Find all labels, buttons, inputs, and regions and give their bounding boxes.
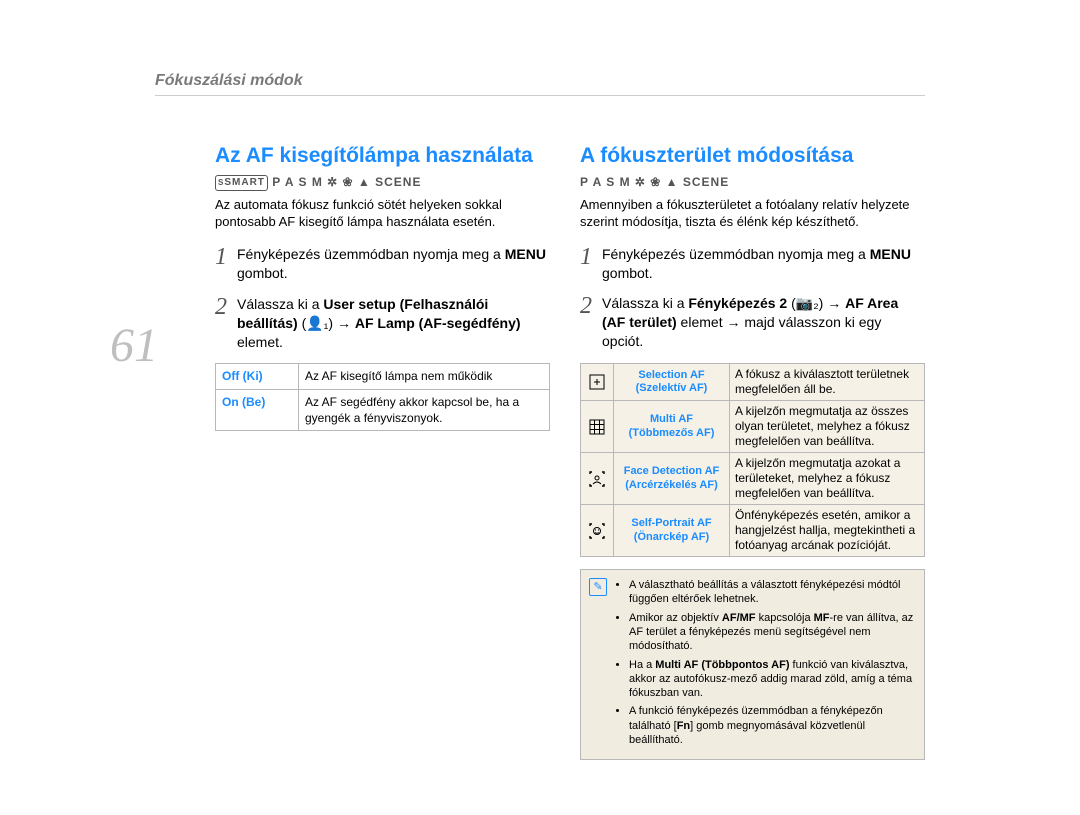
- note-item: A funkció fényképezés üzemmódban a fényk…: [629, 704, 914, 747]
- note-item: Amikor az objektív AF/MF kapcsolója MF-r…: [629, 611, 914, 654]
- step-text: Válassza ki a User setup (Felhasználói b…: [237, 295, 550, 352]
- step-number: 1: [580, 245, 602, 283]
- left-step-2: 2 Válassza ki a User setup (Felhasználói…: [215, 295, 550, 352]
- t: (Szelektív AF): [636, 382, 708, 394]
- t: (📷₂) →: [787, 295, 845, 311]
- step-number: 2: [215, 295, 237, 352]
- af-name: Self-Portrait AF (Önarckép AF): [614, 505, 730, 557]
- left-intro: Az automata fókusz funkció sötét helyeke…: [215, 196, 550, 231]
- note-item: Ha a Multi AF (Többpontos AF) funkció va…: [629, 658, 914, 701]
- note-item: A választható beállítás a választott fén…: [629, 578, 914, 607]
- t: Válassza ki a: [602, 295, 688, 311]
- note-box: ✎ A választható beállítás a választott f…: [580, 569, 925, 760]
- page-number: 61: [110, 314, 158, 379]
- opt-val: Az AF segédfény akkor kapcsol be, ha a g…: [299, 389, 550, 430]
- face-af-icon: [581, 453, 614, 505]
- opt-key: On (Be): [216, 389, 299, 430]
- t: gombot.: [602, 265, 653, 281]
- t: (Arcérzékelés AF): [625, 479, 718, 491]
- step-number: 1: [215, 245, 237, 283]
- t: (Önarckép AF): [634, 531, 709, 543]
- table-row: Self-Portrait AF (Önarckép AF) Önfénykép…: [581, 505, 925, 557]
- t: MENU: [870, 246, 911, 262]
- step-text: Válassza ki a Fényképezés 2 (📷₂) → AF Ar…: [602, 294, 925, 351]
- header-rule: [155, 95, 925, 96]
- left-option-table: Off (Ki) Az AF kisegítő lámpa nem működi…: [215, 363, 550, 431]
- right-step-1: 1 Fényképezés üzemmódban nyomja meg a ME…: [580, 245, 925, 283]
- table-row: Face Detection AF (Arcérzékelés AF) A ki…: [581, 453, 925, 505]
- t: elemet.: [237, 334, 283, 350]
- t: Fényképezés üzemmódban nyomja meg a: [602, 246, 870, 262]
- t: Válassza ki a: [237, 296, 323, 312]
- table-row: Selection AF (Szelektív AF) A fókusz a k…: [581, 364, 925, 401]
- t: Face Detection AF: [624, 465, 720, 477]
- t: MENU: [505, 246, 546, 262]
- note-list: A választható beállítás a választott fén…: [615, 578, 914, 751]
- af-name: Face Detection AF (Arcérzékelés AF): [614, 453, 730, 505]
- t: gombot.: [237, 265, 288, 281]
- left-mode-icons: P A S M ✲ ❀ ▲ SCENE: [272, 175, 421, 189]
- t: Fényképezés üzemmódban nyomja meg a: [237, 246, 505, 262]
- step-text: Fényképezés üzemmódban nyomja meg a MENU…: [237, 245, 550, 283]
- t: (Többmezős AF): [629, 427, 715, 439]
- t: AF Lamp (AF-segédfény): [355, 315, 521, 331]
- t: Selection AF: [638, 369, 704, 381]
- opt-key: Off (Ki): [216, 364, 299, 389]
- step-number: 2: [580, 294, 602, 351]
- multi-af-icon: [581, 401, 614, 453]
- note-icon: ✎: [589, 578, 607, 751]
- section-header: Fókuszálási módok: [155, 70, 303, 92]
- selection-af-icon: [581, 364, 614, 401]
- af-name: Selection AF (Szelektív AF): [614, 364, 730, 401]
- af-name: Multi AF (Többmezős AF): [614, 401, 730, 453]
- right-modes: P A S M ✲ ❀ ▲ SCENE: [580, 174, 925, 190]
- right-title: A fókuszterület módosítása: [580, 142, 925, 170]
- opt-val: Az AF kisegítő lámpa nem működik: [299, 364, 550, 389]
- t: Multi AF: [650, 413, 693, 425]
- smart-label: SMART: [224, 177, 265, 188]
- t: (👤₁) →: [298, 315, 355, 331]
- right-intro: Amennyiben a fókuszterületet a fotóalany…: [580, 196, 925, 231]
- af-desc: Önfényképezés esetén, amikor a hangjelzé…: [730, 505, 925, 557]
- af-desc: A kijelzőn megmutatja az összes olyan te…: [730, 401, 925, 453]
- self-portrait-af-icon: [581, 505, 614, 557]
- right-step-2: 2 Válassza ki a Fényképezés 2 (📷₂) → AF …: [580, 294, 925, 351]
- left-step-1: 1 Fényképezés üzemmódban nyomja meg a ME…: [215, 245, 550, 283]
- table-row: On (Be) Az AF segédfény akkor kapcsol be…: [216, 389, 550, 430]
- af-desc: A fókusz a kiválasztott területnek megfe…: [730, 364, 925, 401]
- af-desc: A kijelzőn megmutatja azokat a területek…: [730, 453, 925, 505]
- step-text: Fényképezés üzemmódban nyomja meg a MENU…: [602, 245, 925, 283]
- t: Self-Portrait AF: [631, 517, 711, 529]
- table-row: Off (Ki) Az AF kisegítő lámpa nem működi…: [216, 364, 550, 389]
- af-area-table: Selection AF (Szelektív AF) A fókusz a k…: [580, 363, 925, 557]
- right-mode-icons: P A S M ✲ ❀ ▲ SCENE: [580, 175, 729, 189]
- left-modes: SSMART P A S M ✲ ❀ ▲ SCENE: [215, 174, 550, 191]
- left-title: Az AF kisegítőlámpa használata: [215, 142, 550, 170]
- table-row: Multi AF (Többmezős AF) A kijelzőn megmu…: [581, 401, 925, 453]
- t: Fényképezés 2: [688, 295, 787, 311]
